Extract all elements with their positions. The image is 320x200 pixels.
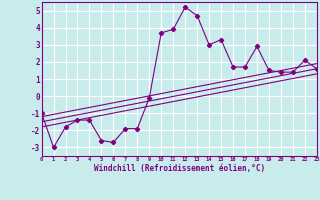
X-axis label: Windchill (Refroidissement éolien,°C): Windchill (Refroidissement éolien,°C): [94, 164, 265, 173]
